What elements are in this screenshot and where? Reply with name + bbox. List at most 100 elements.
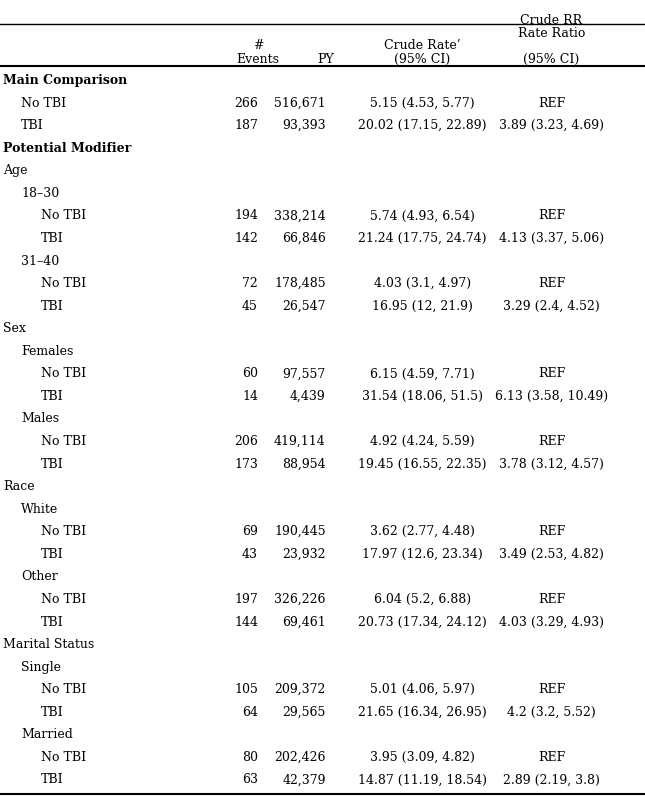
Text: 4.03 (3.1, 4.97): 4.03 (3.1, 4.97) [374, 277, 471, 290]
Text: TBI: TBI [21, 119, 44, 132]
Text: Crude RR: Crude RR [521, 14, 582, 27]
Text: TBI: TBI [41, 615, 63, 629]
Text: TBI: TBI [41, 548, 63, 561]
Text: 93,393: 93,393 [282, 119, 326, 132]
Text: 21.24 (17.75, 24.74): 21.24 (17.75, 24.74) [358, 232, 487, 245]
Text: 31–40: 31–40 [21, 255, 59, 267]
Text: No TBI: No TBI [41, 435, 86, 448]
Text: No TBI: No TBI [41, 593, 86, 606]
Text: 4,439: 4,439 [290, 390, 326, 403]
Text: TBI: TBI [41, 390, 63, 403]
Text: 326,226: 326,226 [274, 593, 326, 606]
Text: 3.62 (2.77, 4.48): 3.62 (2.77, 4.48) [370, 525, 475, 538]
Text: 45: 45 [242, 299, 258, 313]
Text: Married: Married [21, 728, 73, 741]
Text: Females: Females [21, 345, 74, 357]
Text: 105: 105 [234, 683, 258, 696]
Text: 4.03 (3.29, 4.93): 4.03 (3.29, 4.93) [499, 615, 604, 629]
Text: 3.89 (3.23, 4.69): 3.89 (3.23, 4.69) [499, 119, 604, 132]
Text: 209,372: 209,372 [274, 683, 326, 696]
Text: 338,214: 338,214 [274, 209, 326, 222]
Text: Crude Rate’: Crude Rate’ [384, 39, 461, 52]
Text: 197: 197 [234, 593, 258, 606]
Text: TBI: TBI [41, 706, 63, 719]
Text: 3.95 (3.09, 4.82): 3.95 (3.09, 4.82) [370, 751, 475, 764]
Text: 190,445: 190,445 [274, 525, 326, 538]
Text: 88,954: 88,954 [282, 458, 326, 470]
Text: Main Comparison: Main Comparison [3, 74, 128, 87]
Text: REF: REF [538, 367, 565, 380]
Text: PY: PY [317, 53, 334, 65]
Text: 194: 194 [234, 209, 258, 222]
Text: 516,671: 516,671 [274, 96, 326, 110]
Text: 16.95 (12, 21.9): 16.95 (12, 21.9) [372, 299, 473, 313]
Text: 142: 142 [234, 232, 258, 245]
Text: No TBI: No TBI [21, 96, 66, 110]
Text: 14.87 (11.19, 18.54): 14.87 (11.19, 18.54) [358, 774, 487, 786]
Text: #: # [253, 39, 263, 52]
Text: 187: 187 [234, 119, 258, 132]
Text: No TBI: No TBI [41, 683, 86, 696]
Text: 6.15 (4.59, 7.71): 6.15 (4.59, 7.71) [370, 367, 475, 380]
Text: Rate Ratio: Rate Ratio [518, 27, 585, 40]
Text: TBI: TBI [41, 299, 63, 313]
Text: Potential Modifier: Potential Modifier [3, 142, 132, 154]
Text: No TBI: No TBI [41, 525, 86, 538]
Text: 4.92 (4.24, 5.59): 4.92 (4.24, 5.59) [370, 435, 475, 448]
Text: 144: 144 [234, 615, 258, 629]
Text: 19.45 (16.55, 22.35): 19.45 (16.55, 22.35) [358, 458, 487, 470]
Text: 42,379: 42,379 [283, 774, 326, 786]
Text: 178,485: 178,485 [274, 277, 326, 290]
Text: 64: 64 [242, 706, 258, 719]
Text: Marital Status: Marital Status [3, 638, 94, 651]
Text: REF: REF [538, 525, 565, 538]
Text: REF: REF [538, 751, 565, 764]
Text: REF: REF [538, 96, 565, 110]
Text: 80: 80 [242, 751, 258, 764]
Text: White: White [21, 503, 59, 516]
Text: No TBI: No TBI [41, 751, 86, 764]
Text: (95% CI): (95% CI) [523, 53, 580, 65]
Text: 266: 266 [234, 96, 258, 110]
Text: 66,846: 66,846 [282, 232, 326, 245]
Text: REF: REF [538, 593, 565, 606]
Text: TBI: TBI [41, 458, 63, 470]
Text: Single: Single [21, 661, 61, 673]
Text: 72: 72 [243, 277, 258, 290]
Text: REF: REF [538, 683, 565, 696]
Text: Age: Age [3, 164, 28, 178]
Text: No TBI: No TBI [41, 277, 86, 290]
Text: 18–30: 18–30 [21, 187, 59, 200]
Text: 69,461: 69,461 [282, 615, 326, 629]
Text: REF: REF [538, 277, 565, 290]
Text: TBI: TBI [41, 774, 63, 786]
Text: 419,114: 419,114 [274, 435, 326, 448]
Text: 43: 43 [242, 548, 258, 561]
Text: Events: Events [237, 53, 279, 65]
Text: No TBI: No TBI [41, 367, 86, 380]
Text: Other: Other [21, 571, 58, 583]
Text: 63: 63 [242, 774, 258, 786]
Text: (95% CI): (95% CI) [394, 53, 451, 65]
Text: 4.13 (3.37, 5.06): 4.13 (3.37, 5.06) [499, 232, 604, 245]
Text: 3.29 (2.4, 4.52): 3.29 (2.4, 4.52) [503, 299, 600, 313]
Text: 29,565: 29,565 [283, 706, 326, 719]
Text: 20.02 (17.15, 22.89): 20.02 (17.15, 22.89) [358, 119, 487, 132]
Text: 69: 69 [242, 525, 258, 538]
Text: 14: 14 [242, 390, 258, 403]
Text: No TBI: No TBI [41, 209, 86, 222]
Text: 31.54 (18.06, 51.5): 31.54 (18.06, 51.5) [362, 390, 483, 403]
Text: 173: 173 [234, 458, 258, 470]
Text: 5.01 (4.06, 5.97): 5.01 (4.06, 5.97) [370, 683, 475, 696]
Text: 26,547: 26,547 [283, 299, 326, 313]
Text: 4.2 (3.2, 5.52): 4.2 (3.2, 5.52) [507, 706, 596, 719]
Text: 202,426: 202,426 [274, 751, 326, 764]
Text: 6.13 (3.58, 10.49): 6.13 (3.58, 10.49) [495, 390, 608, 403]
Text: 5.15 (4.53, 5.77): 5.15 (4.53, 5.77) [370, 96, 475, 110]
Text: 21.65 (16.34, 26.95): 21.65 (16.34, 26.95) [358, 706, 487, 719]
Text: Race: Race [3, 480, 35, 494]
Text: 6.04 (5.2, 6.88): 6.04 (5.2, 6.88) [374, 593, 471, 606]
Text: 2.89 (2.19, 3.8): 2.89 (2.19, 3.8) [503, 774, 600, 786]
Text: TBI: TBI [41, 232, 63, 245]
Text: 5.74 (4.93, 6.54): 5.74 (4.93, 6.54) [370, 209, 475, 222]
